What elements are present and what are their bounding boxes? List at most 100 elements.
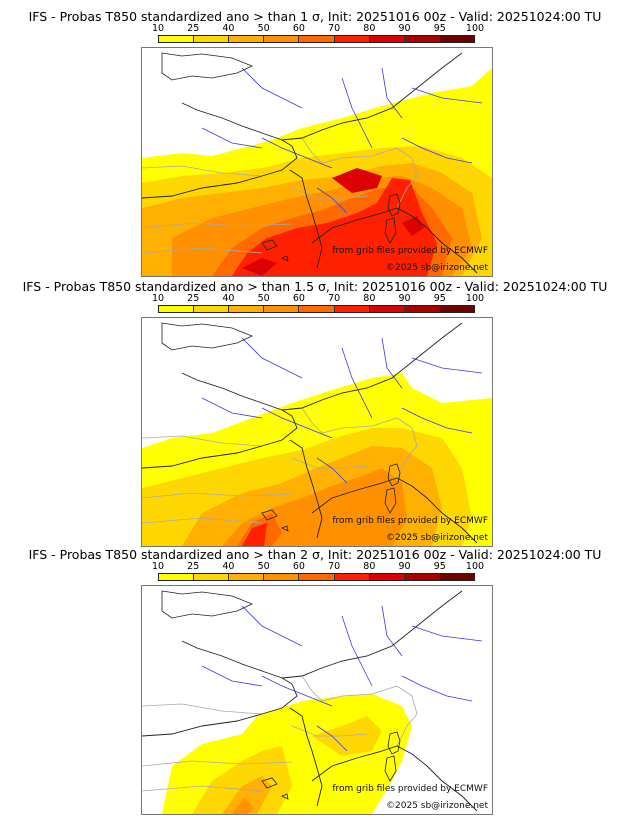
balearic-islands bbox=[261, 509, 289, 532]
colorbar-segment bbox=[299, 306, 335, 312]
panel-title: IFS - Probas T850 standardized ano > tha… bbox=[28, 9, 602, 24]
colorbar-segment bbox=[439, 36, 474, 42]
colorbar-segment bbox=[439, 306, 474, 312]
colorbar-tick-label: 90 bbox=[398, 293, 411, 304]
colorbar-tick-label: 95 bbox=[433, 293, 446, 304]
colorbar-tick-label: 70 bbox=[328, 23, 341, 34]
coastline bbox=[142, 590, 478, 812]
colorbar-tick-label: 100 bbox=[465, 23, 485, 34]
credit-source: from grib files provided by ECMWF bbox=[332, 246, 488, 256]
colorbar bbox=[158, 573, 475, 581]
balearic-islands bbox=[261, 777, 289, 800]
colorbar-tick-label: 25 bbox=[187, 293, 200, 304]
colorbar-segment bbox=[194, 306, 230, 312]
colorbar-segment bbox=[229, 36, 265, 42]
colorbar-tick-label: 25 bbox=[187, 561, 200, 572]
credit-copyright: ©2025 sb@irizone.net bbox=[386, 533, 488, 543]
colorbar-segment bbox=[159, 306, 195, 312]
colorbar-segment bbox=[194, 36, 230, 42]
corsica-sardinia bbox=[384, 193, 401, 244]
uk-coastline bbox=[161, 322, 254, 351]
colorbar-segment bbox=[334, 306, 370, 312]
corsica-sardinia bbox=[384, 731, 401, 782]
region-borders bbox=[142, 675, 418, 792]
colorbar-segment bbox=[159, 36, 195, 42]
balearic-islands bbox=[261, 239, 289, 262]
credit-source: from grib files provided by ECMWF bbox=[332, 516, 488, 526]
colorbar-segment bbox=[159, 574, 195, 580]
probability-map: from grib files provided by ECMWF ©2025 … bbox=[141, 317, 493, 547]
map-canvas bbox=[142, 52, 492, 276]
colorbar-tick-label: 40 bbox=[222, 293, 235, 304]
colorbar-tick-label: 60 bbox=[292, 23, 305, 34]
region-borders bbox=[142, 407, 418, 524]
colorbar-segment bbox=[369, 306, 405, 312]
colorbar-tick-label: 50 bbox=[257, 561, 270, 572]
colorbar-tick-label: 10 bbox=[151, 561, 165, 572]
colorbar-segment bbox=[264, 306, 300, 312]
colorbar-segment bbox=[334, 574, 370, 580]
colorbar-tick-label: 90 bbox=[398, 561, 411, 572]
colorbar-segment bbox=[369, 574, 405, 580]
colorbar-tick-label: 60 bbox=[292, 561, 305, 572]
credit-source: from grib files provided by ECMWF bbox=[332, 784, 488, 794]
colorbar-tick-label: 80 bbox=[363, 561, 376, 572]
colorbar-tick-label: 80 bbox=[363, 293, 376, 304]
colorbar-segment bbox=[404, 574, 440, 580]
probability-area bbox=[222, 776, 272, 814]
forecast-panel-3: IFS - Probas T850 standardized ano > tha… bbox=[0, 545, 630, 815]
colorbar-segment bbox=[299, 574, 335, 580]
colorbar bbox=[158, 305, 475, 313]
coastline bbox=[142, 322, 478, 544]
probability-area bbox=[232, 798, 254, 814]
colorbar-tick-label: 70 bbox=[328, 561, 341, 572]
colorbar-segment bbox=[369, 36, 405, 42]
corsica-sardinia bbox=[384, 463, 401, 514]
colorbar-tick-label: 25 bbox=[187, 23, 200, 34]
colorbar-tick-label: 90 bbox=[398, 23, 411, 34]
uk-coastline bbox=[161, 52, 254, 81]
colorbar-tick-label: 80 bbox=[363, 23, 376, 34]
panel-title: IFS - Probas T850 standardized ano > tha… bbox=[28, 547, 602, 562]
colorbar-tick-label: 100 bbox=[465, 561, 485, 572]
colorbar-tick-label: 70 bbox=[328, 293, 341, 304]
colorbar-tick-label: 10 bbox=[151, 23, 165, 34]
probability-map: from grib files provided by ECMWF ©2025 … bbox=[141, 47, 493, 277]
credit-copyright: ©2025 sb@irizone.net bbox=[386, 801, 488, 811]
colorbar-tick-label: 50 bbox=[257, 23, 270, 34]
colorbar-segment bbox=[439, 574, 474, 580]
colorbar-tick-label: 40 bbox=[222, 561, 235, 572]
credit-copyright: ©2025 sb@irizone.net bbox=[386, 263, 488, 273]
panel-title: IFS - Probas T850 standardized ano > tha… bbox=[22, 279, 608, 294]
region-borders bbox=[142, 137, 418, 254]
colorbar bbox=[158, 35, 475, 43]
colorbar-tick-label: 50 bbox=[257, 293, 270, 304]
forecast-panel-2: IFS - Probas T850 standardized ano > tha… bbox=[0, 277, 630, 547]
forecast-panel-1: IFS - Probas T850 standardized ano > tha… bbox=[0, 7, 630, 277]
probability-area bbox=[242, 523, 267, 546]
colorbar-tick-label: 95 bbox=[433, 561, 446, 572]
colorbar-segment bbox=[264, 574, 300, 580]
colorbar-segment bbox=[264, 36, 300, 42]
colorbar-tick-label: 60 bbox=[292, 293, 305, 304]
colorbar-segment bbox=[194, 574, 230, 580]
map-canvas bbox=[142, 322, 492, 546]
coastline bbox=[142, 52, 478, 274]
colorbar-segment bbox=[229, 574, 265, 580]
colorbar-segment bbox=[404, 306, 440, 312]
colorbar-segment bbox=[404, 36, 440, 42]
colorbar-tick-label: 40 bbox=[222, 23, 235, 34]
probability-map: from grib files provided by ECMWF ©2025 … bbox=[141, 585, 493, 815]
probability-area bbox=[242, 168, 424, 276]
map-canvas bbox=[142, 590, 483, 814]
colorbar-tick-labels: 10 25 40 50 60 70 80 90 95 100 bbox=[152, 23, 484, 34]
colorbar-segment bbox=[299, 36, 335, 42]
colorbar-segment bbox=[229, 306, 265, 312]
colorbar-tick-labels: 10 25 40 50 60 70 80 90 95 100 bbox=[152, 293, 484, 304]
colorbar-tick-label: 10 bbox=[151, 293, 165, 304]
colorbar-tick-label: 100 bbox=[465, 293, 485, 304]
colorbar-tick-label: 95 bbox=[433, 23, 446, 34]
uk-coastline bbox=[161, 590, 254, 619]
colorbar-tick-labels: 10 25 40 50 60 70 80 90 95 100 bbox=[152, 561, 484, 572]
colorbar-segment bbox=[334, 36, 370, 42]
